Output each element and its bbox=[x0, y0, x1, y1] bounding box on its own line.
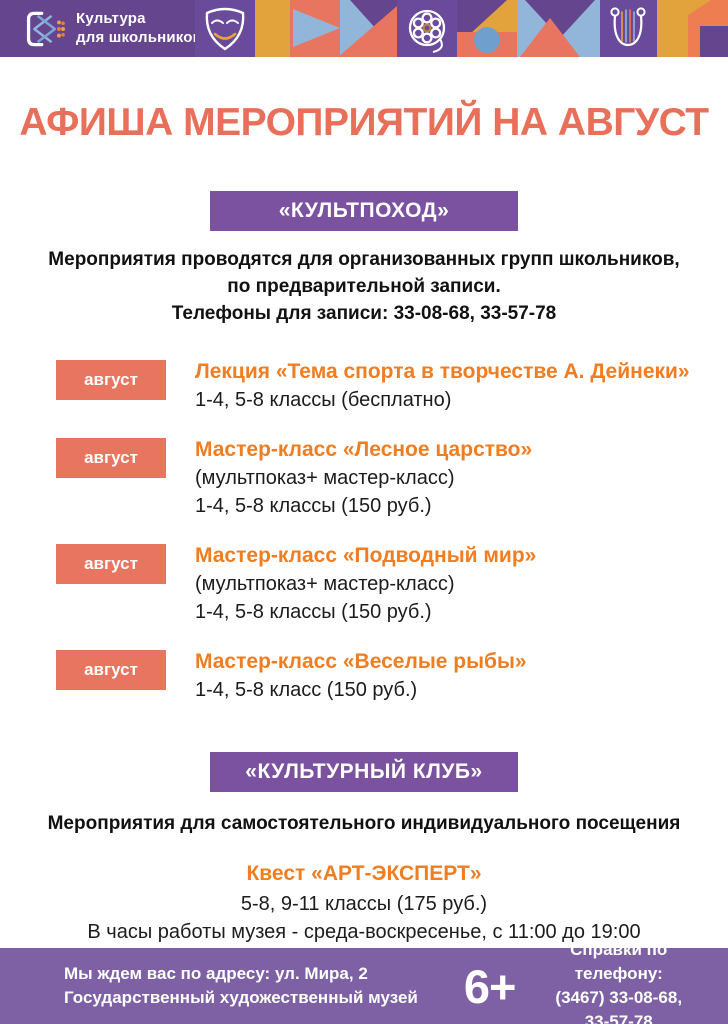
film-reel-icon bbox=[408, 9, 446, 53]
age-rating-badge: 6+ bbox=[463, 959, 517, 1013]
event-row: август Лекция «Тема спорта в творчестве … bbox=[56, 358, 728, 414]
section-badge-kultpohod: «КУЛЬТПОХОД» bbox=[210, 191, 518, 231]
phone-line2: (3467) 33-08-68, 33-57-78 bbox=[555, 988, 683, 1024]
footer-address: Мы ждем вас по адресу: ул. Мира, 2 Госуд… bbox=[64, 962, 418, 1010]
address-line2: Государственный художественный музей bbox=[64, 988, 418, 1007]
event-detail: (мультпоказ+ мастер-класс) bbox=[195, 573, 455, 595]
event-text: Мастер-класс «Лесное царство» (мультпока… bbox=[195, 436, 532, 520]
section2-intro: Мероприятия для самостоятельного индивид… bbox=[0, 810, 728, 837]
intro-line: Мероприятия проводятся для организованны… bbox=[48, 249, 680, 270]
footer-band: Мы ждем вас по адресу: ул. Мира, 2 Госуд… bbox=[0, 940, 728, 1024]
footer-phone: Справки по телефону: (3467) 33-08-68, 33… bbox=[549, 938, 688, 1024]
event-month-badge: август bbox=[56, 544, 166, 584]
quest-detail: В часы работы музея - среда-воскресенье,… bbox=[87, 921, 641, 943]
intro-line: Телефоны для записи: 33-08-68, 33-57-78 bbox=[171, 303, 557, 324]
lyre-icon bbox=[610, 7, 646, 47]
theater-mask-icon bbox=[205, 7, 245, 51]
logo-text: Культура для школьников bbox=[76, 10, 202, 48]
event-detail: 1-4, 5-8 классы (бесплатно) bbox=[195, 389, 452, 411]
logo-book-icon bbox=[26, 11, 66, 47]
event-month-badge: август bbox=[56, 650, 166, 690]
event-detail: 1-4, 5-8 классы (150 руб.) bbox=[195, 495, 432, 517]
event-detail: (мультпоказ+ мастер-класс) bbox=[195, 467, 455, 489]
event-row: август Мастер-класс «Подводный мир» (мул… bbox=[56, 542, 728, 626]
event-text: Мастер-класс «Подводный мир» (мультпоказ… bbox=[195, 542, 536, 626]
intro-line: Мероприятия для самостоятельного индивид… bbox=[47, 813, 681, 834]
event-title: Мастер-класс «Лесное царство» bbox=[195, 438, 533, 461]
event-title: Лекция «Тема спорта в творчестве А. Дейн… bbox=[195, 360, 690, 383]
event-month-badge: август bbox=[56, 360, 166, 400]
event-title: Мастер-класс «Подводный мир» bbox=[195, 544, 537, 567]
event-list: август Лекция «Тема спорта в творчестве … bbox=[0, 358, 728, 726]
event-month-badge: август bbox=[56, 438, 166, 478]
quest-detail: 5-8, 9-11 классы (175 руб.) bbox=[240, 893, 488, 915]
section1-intro: Мероприятия проводятся для организованны… bbox=[0, 246, 728, 327]
quest-title: Квест «АРТ-ЭКСПЕРТ» bbox=[246, 862, 482, 885]
intro-line: по предварительной записи. bbox=[227, 276, 501, 297]
logo-line2: для школьников bbox=[76, 29, 203, 46]
header-band: Культура для школьников bbox=[0, 0, 728, 57]
phone-line1: Справки по телефону: bbox=[570, 940, 668, 983]
header-decor bbox=[195, 0, 728, 57]
quest-block: Квест «АРТ-ЭКСПЕРТ» 5-8, 9-11 классы (17… bbox=[0, 860, 728, 946]
page-title: АФИША МЕРОПРИЯТИЙ НА АВГУСТ bbox=[19, 101, 709, 144]
logo: Культура для школьников bbox=[22, 6, 202, 52]
address-line1: Мы ждем вас по адресу: ул. Мира, 2 bbox=[64, 964, 368, 983]
event-detail: 1-4, 5-8 классы (150 руб.) bbox=[195, 601, 432, 623]
event-row: август Мастер-класс «Веселые рыбы» 1-4, … bbox=[56, 648, 728, 704]
event-row: август Мастер-класс «Лесное царство» (му… bbox=[56, 436, 728, 520]
section-badge-kulturny-klub: «КУЛЬТУРНЫЙ КЛУБ» bbox=[210, 752, 518, 792]
event-detail: 1-4, 5-8 класс (150 руб.) bbox=[195, 679, 418, 701]
event-text: Мастер-класс «Веселые рыбы» 1-4, 5-8 кла… bbox=[195, 648, 527, 704]
logo-line1: Культура bbox=[76, 10, 146, 28]
event-text: Лекция «Тема спорта в творчестве А. Дейн… bbox=[195, 358, 690, 414]
event-title: Мастер-класс «Веселые рыбы» bbox=[195, 650, 527, 673]
